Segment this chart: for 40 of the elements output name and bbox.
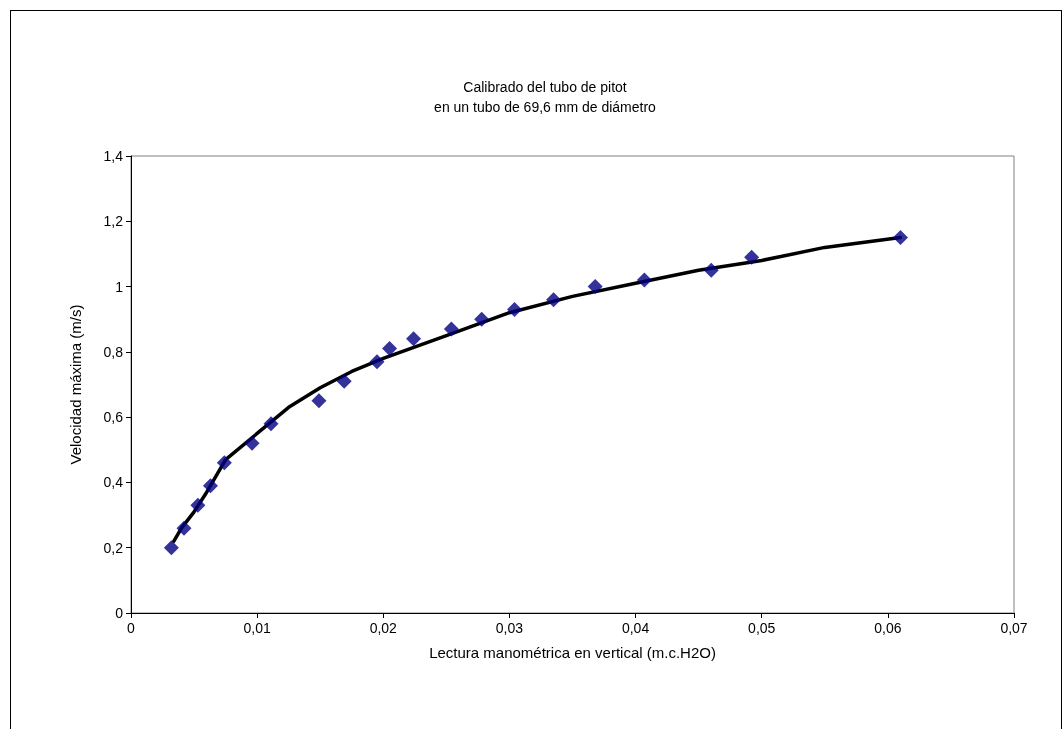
point: [202, 478, 218, 494]
point: [474, 311, 490, 327]
x-axis-title: Lectura manométrica en vertical (m.c.H2O): [429, 644, 716, 661]
point: [382, 341, 398, 357]
y-tick-label: 0: [115, 605, 124, 621]
point: [636, 272, 652, 288]
point: [406, 331, 422, 347]
point: [506, 301, 522, 317]
x-tick-label: 0,03: [495, 620, 524, 636]
y-tick-label: 1: [115, 278, 124, 295]
point: [311, 393, 327, 409]
y-axis-title: Velocidad máxima (m/s): [67, 304, 84, 465]
y-tick-label: 0,2: [103, 539, 124, 556]
point: [163, 540, 179, 556]
point: [443, 321, 459, 337]
y-tick-label: 1,2: [103, 213, 124, 230]
y-tick-label: 1,4: [103, 148, 124, 164]
point: [744, 249, 760, 265]
point: [244, 435, 260, 451]
point: [176, 520, 192, 536]
point: [587, 279, 603, 295]
point: [703, 262, 719, 278]
point: [263, 416, 279, 432]
point: [336, 373, 352, 389]
x-tick-label: 0,07: [1000, 620, 1028, 636]
x-tick-label: 0,01: [243, 620, 271, 636]
point: [190, 497, 206, 513]
point: [546, 292, 562, 308]
x-tick-label: 0,06: [874, 620, 902, 636]
x-tick-label: 0,05: [748, 620, 776, 636]
x-tick-label: 0,04: [621, 620, 650, 636]
chart-title: Calibrado del tubo de pitot en un tubo de 69,6 mm de diámetro: [434, 79, 657, 115]
y-tick-label: 0,4: [103, 474, 124, 491]
y-tick-label: 0,6: [103, 409, 124, 426]
y-tick-label: 0,8: [103, 343, 124, 360]
point: [216, 455, 232, 471]
point: [369, 354, 385, 370]
x-tick-label: 0: [127, 620, 136, 636]
point: [892, 230, 908, 246]
x-tick-label: 0,02: [369, 620, 398, 636]
